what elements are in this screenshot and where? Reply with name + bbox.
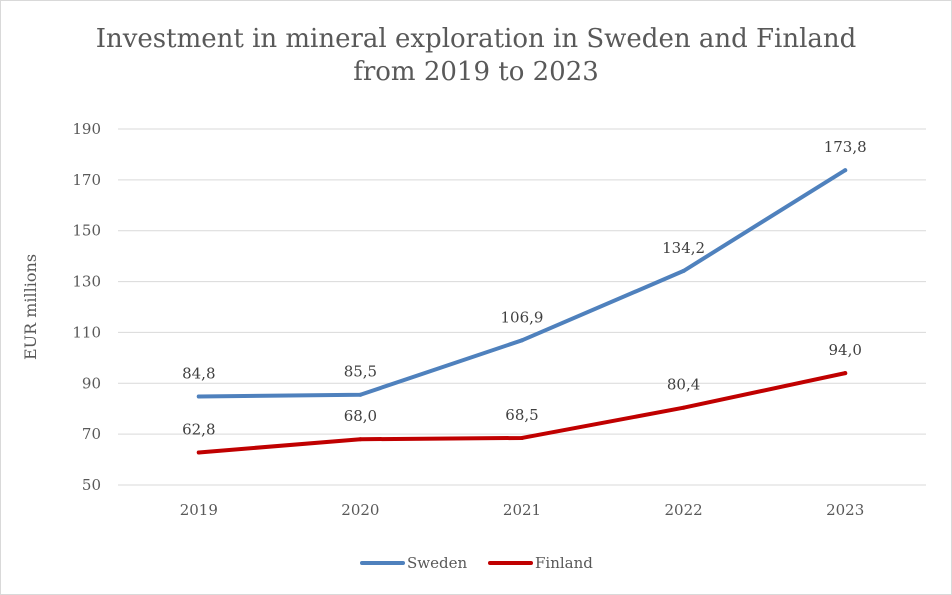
y-tick-label: 50 [82, 476, 101, 494]
x-tick-label: 2022 [665, 501, 703, 519]
data-label-sweden: 85,5 [344, 363, 377, 381]
data-point-sweden [681, 268, 686, 273]
x-tick-label: 2023 [826, 501, 864, 519]
data-point-finland [196, 450, 201, 455]
gridlines [118, 128, 926, 486]
series-line-sweden [196, 168, 848, 399]
data-point-finland [681, 405, 686, 410]
data-point-sweden [843, 168, 848, 173]
legend-label-sweden: Sweden [407, 554, 467, 572]
data-point-finland [358, 437, 363, 442]
chart-title-line-2: from 2019 to 2023 [353, 57, 599, 87]
data-point-finland [520, 435, 524, 440]
y-tick-label: 150 [72, 222, 101, 240]
legend: Sweden Finland [360, 554, 593, 572]
y-tick-label: 130 [72, 273, 101, 291]
y-tick-label: 110 [72, 323, 101, 341]
y-tick-label: 170 [72, 171, 101, 189]
data-label-finland: 62,8 [182, 420, 215, 438]
legend-label-finland: Finland [535, 554, 593, 572]
data-label-sweden: 134,2 [662, 239, 705, 257]
data-label-sweden: 84,8 [182, 365, 215, 383]
y-tick-label: 70 [82, 425, 101, 443]
y-axis-title: EUR millions [21, 254, 40, 360]
y-tick-label: 90 [82, 374, 101, 392]
data-label-sweden: 173,8 [824, 138, 867, 156]
y-axis-ticks: 50 70 90 110 130 150 170 190 [72, 120, 101, 494]
data-label-finland: 68,0 [344, 407, 377, 425]
x-axis-ticks: 2019 2020 2021 2022 2023 [180, 501, 865, 519]
data-label-finland: 94,0 [828, 341, 861, 359]
y-tick-label: 190 [72, 120, 101, 138]
x-tick-label: 2021 [503, 501, 541, 519]
data-point-sweden [520, 338, 524, 343]
series-lines [196, 168, 848, 455]
data-label-finland: 68,5 [505, 406, 538, 424]
data-point-sweden [358, 392, 363, 397]
chart-title-line-1: Investment in mineral exploration in Swe… [96, 24, 857, 54]
x-tick-label: 2020 [341, 501, 379, 519]
data-labels: 84,8 85,5 106,9 134,2 173,8 62,8 68,0 68,5 80,4 9… [182, 138, 867, 438]
data-point-sweden [196, 394, 201, 399]
x-tick-label: 2019 [180, 501, 218, 519]
data-label-sweden: 106,9 [501, 308, 544, 326]
data-label-finland: 80,4 [667, 376, 700, 394]
data-point-finland [843, 371, 848, 376]
